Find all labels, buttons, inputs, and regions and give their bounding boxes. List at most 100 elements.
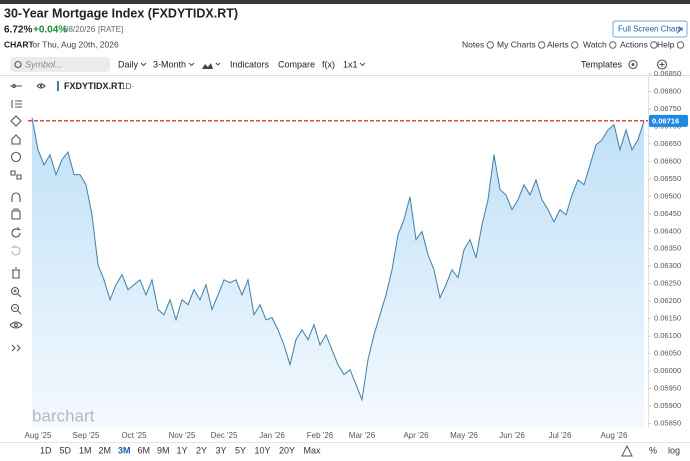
y-tick-label: 0.06750 (654, 104, 681, 113)
y-tick-label: 0.06200 (654, 296, 681, 305)
y-tick-label: 0.05950 (654, 384, 681, 393)
layout-select[interactable]: 1x1 (343, 59, 358, 69)
period-button[interactable]: 3M (118, 445, 131, 455)
compare-button[interactable]: Compare (278, 59, 315, 69)
link-icon (538, 41, 546, 49)
period-button[interactable]: 2M (99, 445, 112, 455)
indicators-button[interactable]: Indicators (230, 59, 270, 69)
link-icon (486, 41, 494, 49)
x-tick-label: Oct '25 (121, 431, 147, 440)
y-tick-label: 0.06500 (654, 191, 681, 200)
legend-swatch (57, 81, 59, 91)
x-tick-label: Jun '26 (499, 431, 525, 440)
tool-icon[interactable] (11, 344, 21, 352)
price-change: +0.04% (33, 25, 67, 36)
period-button[interactable]: Max (304, 445, 322, 455)
y-tick-label: 0.06300 (654, 261, 681, 270)
period-button[interactable]: 1D (40, 445, 52, 455)
tools-icon[interactable] (621, 444, 633, 457)
tool-icon[interactable] (11, 134, 21, 145)
quote-kind: [RATE] (98, 25, 123, 34)
period-button[interactable]: 5Y (235, 445, 246, 455)
symbol-input[interactable] (10, 57, 110, 72)
add-icon-plus (659, 62, 665, 67)
chart-label: CHART (4, 39, 35, 49)
period-button[interactable]: 9M (157, 445, 170, 455)
period-button[interactable]: 1Y (177, 445, 188, 455)
period-button[interactable]: 1M (79, 445, 92, 455)
tool-icon[interactable] (10, 303, 22, 315)
price-line (31, 117, 645, 402)
x-tick-label: Jul '26 (549, 431, 572, 440)
full-screen-icon (676, 27, 683, 34)
period-button[interactable]: 6M (138, 445, 151, 455)
period-button[interactable]: 10Y (255, 445, 271, 455)
drawing-tools (9, 84, 23, 352)
interval-select[interactable]: Daily (118, 59, 139, 69)
link-icon (676, 41, 685, 49)
y-tick-label: 0.06600 (654, 156, 681, 165)
tool-icon[interactable] (12, 267, 20, 279)
tool-icon[interactable] (9, 321, 23, 329)
caret (140, 62, 147, 67)
x-tick-label: Aug '26 (601, 431, 628, 440)
full-screen-label[interactable]: Full Screen Chart (618, 25, 681, 34)
tool-icon[interactable] (11, 245, 21, 256)
header-link[interactable]: Notes (462, 39, 484, 49)
tool-icon[interactable] (10, 286, 22, 298)
tool-icon[interactable] (11, 100, 22, 108)
period-button[interactable]: 2Y (196, 445, 207, 455)
tool-icon[interactable] (10, 170, 22, 180)
header-link[interactable]: Watch (583, 39, 607, 49)
tool-icon[interactable] (10, 84, 22, 88)
x-tick-label: Sep '25 (73, 431, 100, 440)
tool-icon[interactable] (11, 208, 21, 220)
x-tick-label: May '26 (450, 431, 478, 440)
range-select[interactable]: 3-Month (153, 59, 186, 69)
header-link[interactable]: My Charts (497, 39, 536, 49)
legend-name: FXDYTIDX.RT (64, 81, 124, 91)
link-icon (571, 41, 579, 49)
add-icon[interactable] (656, 59, 668, 70)
scale-option[interactable]: % (649, 445, 657, 455)
x-tick-label: Jan '26 (259, 431, 285, 440)
header-link[interactable]: Help (657, 39, 675, 49)
y-tick-label: 0.06850 (654, 69, 681, 78)
header-link[interactable]: Actions (620, 39, 648, 49)
chart-type-icon[interactable] (202, 63, 213, 69)
period-button[interactable]: 5D (60, 445, 72, 455)
tool-icon[interactable] (11, 227, 21, 238)
templates-button[interactable]: Templates (581, 59, 623, 69)
x-tick-label: Aug '25 (25, 431, 52, 440)
y-tick-label: 0.06050 (654, 349, 681, 358)
header-link[interactable]: Alerts (547, 39, 569, 49)
y-tick-label: 0.06450 (654, 209, 681, 218)
fx-button[interactable]: f(x) (322, 59, 335, 69)
y-tick-label: 0.06550 (654, 174, 681, 183)
watermark: barchart (32, 406, 95, 425)
tool-icon[interactable] (10, 115, 22, 127)
caret (215, 62, 221, 66)
tool-icon[interactable] (11, 192, 21, 202)
y-tick-label: 0.06650 (654, 139, 681, 148)
scale-option[interactable]: log (668, 445, 680, 455)
plot-area (31, 117, 645, 428)
y-tick-label: 0.05900 (654, 401, 681, 410)
settings-icon[interactable] (628, 59, 638, 70)
visibility-icon[interactable] (36, 83, 46, 89)
x-tick-label: Dec '25 (211, 431, 238, 440)
tool-icon[interactable] (10, 151, 22, 163)
caret (188, 62, 195, 67)
period-button[interactable]: 3Y (216, 445, 227, 455)
header-links: Notes My Charts Alerts Watch Actions Help (462, 39, 685, 49)
title: 30-Year Mortgage Index (FXDYTIDX.RT) (4, 6, 238, 20)
period-button[interactable]: 20Y (279, 445, 295, 455)
y-tick-label: 0.06150 (654, 314, 681, 323)
toolbar (0, 56, 690, 75)
symbol-placeholder[interactable]: Symbol... (25, 59, 63, 69)
x-tick-label: Feb '26 (307, 431, 334, 440)
x-tick-label: Apr '26 (403, 431, 429, 440)
full-screen-button[interactable] (612, 20, 688, 38)
